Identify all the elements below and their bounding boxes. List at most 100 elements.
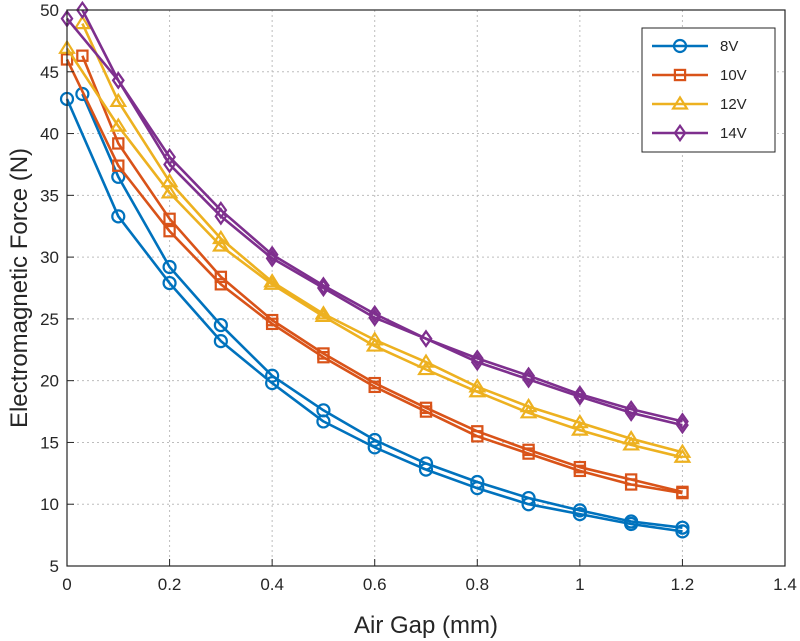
series-line [65, 98, 683, 533]
square-marker [471, 425, 484, 438]
circle-marker [672, 38, 688, 54]
series-14v [60, 0, 689, 435]
diamond-marker [316, 276, 330, 295]
square-marker [76, 49, 89, 62]
square-marker [624, 473, 638, 486]
diamond-marker [470, 349, 484, 368]
triangle-marker [417, 353, 435, 368]
series-line [81, 9, 683, 423]
circle-marker [470, 474, 485, 490]
axis-ticks: 0 0.2 0.4 0.6 0.8 1 1.2 1.4 5 10 15 20 25 30 35 40 45 50 [40, 1, 797, 594]
diamond-marker [265, 245, 279, 264]
circle-marker [75, 86, 90, 102]
diamond-marker [673, 123, 687, 143]
square-marker [112, 159, 125, 172]
x-tick-label: 0.6 [363, 575, 387, 594]
x-axis-title: Air Gap (mm) [354, 612, 498, 639]
circle-marker [213, 334, 228, 349]
y-tick-label: 45 [40, 63, 59, 82]
square-marker [673, 68, 687, 82]
square-marker [419, 401, 433, 415]
y-tick-label: 5 [50, 557, 59, 576]
y-tick-label: 25 [40, 310, 59, 329]
legend-label: 12V [720, 96, 747, 113]
x-tick-label: 1 [575, 575, 584, 594]
triangle-marker [519, 397, 538, 413]
circle-marker [213, 317, 228, 333]
series-8v [59, 86, 690, 539]
triangle-marker [468, 378, 487, 393]
triangle-marker [160, 184, 179, 199]
legend-label: 8V [720, 38, 738, 55]
y-tick-label: 50 [40, 1, 59, 20]
y-tick-label: 20 [40, 372, 59, 391]
square-marker [317, 347, 330, 360]
square-marker [214, 278, 228, 291]
circle-marker [572, 503, 587, 518]
x-tick-label: 1.2 [671, 575, 695, 594]
circle-marker [624, 514, 639, 529]
circle-marker [265, 368, 280, 383]
x-tick-label: 0.8 [465, 575, 489, 594]
triangle-marker [211, 229, 230, 245]
triangle-marker [263, 273, 282, 288]
circle-marker [367, 432, 382, 448]
square-marker [163, 224, 176, 238]
square-marker [368, 376, 381, 390]
triangle-marker [109, 117, 128, 132]
square-marker [522, 443, 535, 457]
legend-box [641, 27, 776, 153]
diamond-marker [675, 412, 689, 431]
x-tick-label: 0 [62, 575, 71, 594]
diamond-marker [573, 385, 587, 404]
y-tick-label: 15 [40, 433, 59, 452]
triangle-marker [673, 443, 692, 458]
circle-marker [162, 275, 177, 291]
diamond-marker [419, 329, 433, 348]
square-marker [163, 212, 176, 226]
series-12v [58, 14, 692, 463]
square-marker [676, 485, 689, 499]
series-layer [58, 0, 692, 539]
triangle-marker [109, 92, 128, 108]
diamond-marker [522, 366, 536, 385]
square-marker [573, 460, 587, 474]
triangle-marker [160, 173, 179, 188]
square-marker [214, 270, 228, 284]
legend: 8V 10V 12V 14V [641, 27, 776, 153]
diamond-marker [163, 147, 177, 167]
plot-frame [66, 9, 786, 567]
x-tick-label: 0.2 [158, 575, 182, 594]
x-tick-label: 1.4 [773, 575, 797, 594]
diamond-marker [214, 201, 228, 220]
y-tick-label: 40 [40, 125, 59, 144]
triangle-marker [622, 430, 641, 445]
circle-marker [521, 490, 536, 506]
diamond-marker [111, 71, 125, 90]
legend-label: 10V [720, 67, 747, 84]
triangle-marker [73, 14, 92, 30]
series-line [81, 23, 683, 454]
triangle-marker [671, 95, 689, 110]
series-line [81, 55, 683, 494]
triangle-marker [211, 237, 230, 252]
triangle-marker [417, 360, 435, 376]
square-marker [112, 137, 125, 150]
square-marker [265, 313, 279, 327]
triangle-marker [365, 331, 384, 346]
series-line [65, 47, 683, 459]
circle-marker [316, 403, 331, 418]
series-line [65, 58, 683, 495]
diamond-marker [75, 0, 89, 20]
circle-marker [675, 520, 690, 535]
series-line [81, 93, 683, 529]
triangle-marker [570, 421, 589, 436]
circle-marker [418, 456, 434, 471]
y-tick-label: 35 [40, 186, 59, 205]
triangle-marker [570, 413, 589, 429]
circle-marker [111, 209, 126, 224]
x-tick-label: 0.4 [260, 575, 284, 594]
diamond-marker [368, 304, 382, 324]
y-axis-title: Electromagnetic Force (N) [6, 148, 33, 428]
legend-label: 14V [720, 125, 747, 142]
